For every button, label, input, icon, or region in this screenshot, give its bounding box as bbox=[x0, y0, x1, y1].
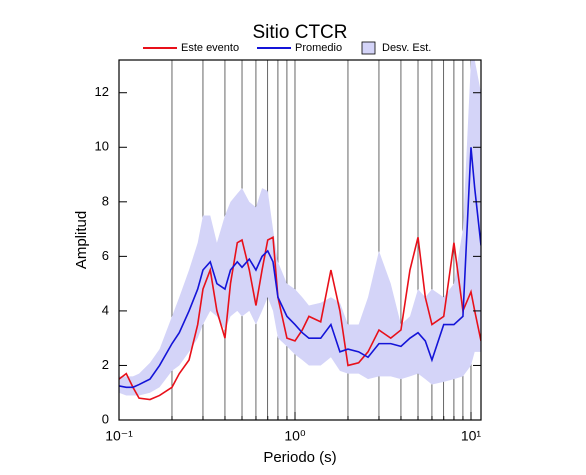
std-band bbox=[119, 60, 481, 396]
x-tick-label: 10¹ bbox=[461, 428, 482, 444]
x-tick-label: 10⁻¹ bbox=[105, 428, 133, 444]
y-axis-label: Amplitud bbox=[73, 211, 90, 269]
plot-area bbox=[119, 60, 481, 420]
y-tick-label: 12 bbox=[95, 84, 109, 99]
series-line bbox=[119, 147, 481, 389]
legend-label: Promedio bbox=[295, 42, 342, 54]
chart-title: Sitio CTCR bbox=[252, 22, 347, 43]
plot-frame bbox=[118, 59, 482, 421]
y-tick-label: 2 bbox=[102, 357, 109, 372]
legend-label: Este evento bbox=[181, 42, 239, 54]
x-tick-label: 10⁰ bbox=[284, 428, 306, 444]
series-line bbox=[119, 236, 481, 401]
y-tick-label: 0 bbox=[102, 411, 109, 426]
y-tick-label: 8 bbox=[102, 193, 109, 208]
y-tick-label: 10 bbox=[95, 139, 109, 154]
y-tick-label: 6 bbox=[102, 248, 109, 263]
legend-label: Desv. Est. bbox=[382, 42, 431, 54]
legend-swatch bbox=[361, 41, 376, 55]
x-axis-label: Periodo (s) bbox=[263, 449, 336, 466]
y-tick-label: 4 bbox=[102, 302, 109, 317]
